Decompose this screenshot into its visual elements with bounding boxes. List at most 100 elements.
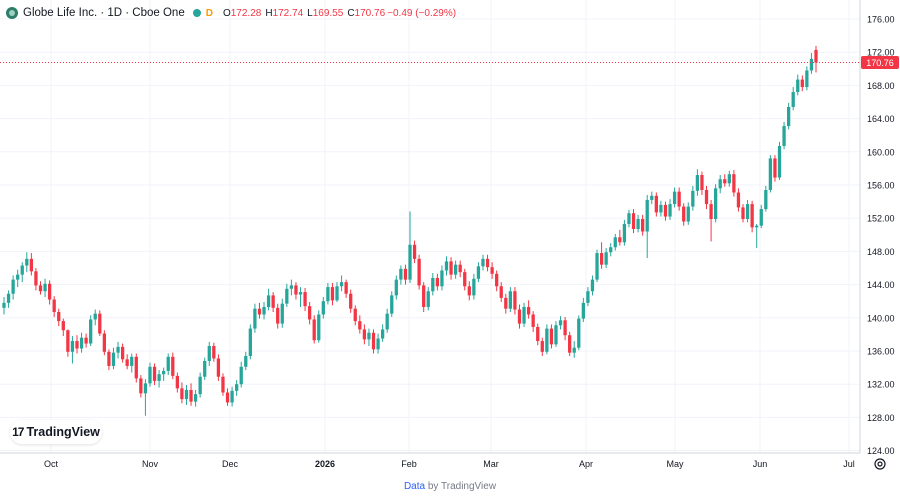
candle-body bbox=[536, 326, 540, 342]
candle-body bbox=[508, 291, 513, 309]
candle-body bbox=[609, 247, 613, 253]
candle-body bbox=[741, 207, 745, 220]
candle-body bbox=[773, 158, 777, 178]
candle-body bbox=[262, 307, 266, 315]
candle-body bbox=[107, 351, 111, 366]
candle-body bbox=[796, 79, 800, 93]
candle-body bbox=[526, 307, 531, 315]
candle-body bbox=[531, 314, 535, 327]
candle-body bbox=[326, 287, 330, 302]
low-label: L bbox=[307, 7, 313, 19]
y-tick-label: 144.00 bbox=[867, 280, 895, 290]
candle-body bbox=[257, 308, 262, 315]
candle-body bbox=[814, 49, 818, 63]
candle-body bbox=[216, 358, 221, 377]
candle-body bbox=[686, 206, 690, 222]
x-tick-label: May bbox=[666, 459, 684, 469]
candle-body bbox=[75, 341, 79, 349]
y-tick-label: 132.00 bbox=[867, 380, 895, 390]
candle-body bbox=[682, 206, 686, 222]
change-value: −0.49 (−0.29%) bbox=[387, 7, 457, 19]
tradingview-logo-text: TradingView bbox=[26, 425, 100, 439]
candle-body bbox=[394, 279, 398, 296]
candle-body bbox=[34, 271, 38, 286]
candle-body bbox=[385, 313, 389, 330]
candle-body bbox=[695, 175, 700, 191]
candle-body bbox=[230, 390, 234, 403]
close-label: C bbox=[347, 7, 355, 19]
candle-body bbox=[203, 360, 207, 377]
candle-body bbox=[307, 306, 312, 320]
candle-body bbox=[212, 346, 216, 359]
candle-body bbox=[540, 341, 544, 352]
candle-body bbox=[98, 313, 102, 334]
data-link[interactable]: Data bbox=[403, 481, 426, 492]
attribution-text: by TradingView bbox=[425, 481, 497, 492]
candle-body bbox=[52, 299, 56, 312]
candle-body bbox=[613, 237, 617, 248]
candle-body bbox=[476, 266, 481, 279]
candle-body bbox=[631, 213, 636, 229]
candle-body bbox=[61, 321, 65, 331]
candle-body bbox=[207, 346, 211, 361]
x-tick-label: Jun bbox=[753, 459, 768, 469]
candle-body bbox=[162, 370, 166, 375]
candle-body bbox=[116, 346, 120, 353]
y-tick-label: 140.00 bbox=[867, 313, 895, 323]
candle-body bbox=[11, 279, 15, 294]
candle-body bbox=[339, 282, 344, 287]
candle-body bbox=[453, 264, 458, 275]
candle-body bbox=[184, 390, 189, 400]
candle-body bbox=[732, 174, 736, 193]
candle-body bbox=[47, 283, 52, 300]
candle-body bbox=[745, 204, 750, 220]
candle-body bbox=[380, 329, 385, 339]
candle-body bbox=[786, 106, 791, 127]
candle-body bbox=[504, 297, 508, 309]
candle-body bbox=[718, 179, 722, 189]
candle-body bbox=[166, 356, 170, 371]
tradingview-logo[interactable]: 17 TradingView bbox=[10, 420, 102, 444]
candle-body bbox=[276, 307, 280, 324]
y-tick-label: 152.00 bbox=[867, 214, 895, 224]
candle-body bbox=[723, 179, 727, 184]
candle-body bbox=[800, 79, 804, 88]
candle-body bbox=[764, 189, 768, 210]
open-value: 172.28 bbox=[230, 7, 262, 19]
candle-body bbox=[180, 388, 184, 400]
candle-body bbox=[20, 265, 24, 275]
settings-icon[interactable] bbox=[873, 457, 887, 471]
candle-body bbox=[353, 308, 357, 322]
candle-body bbox=[782, 126, 786, 146]
candle-body bbox=[554, 325, 558, 345]
candle-body bbox=[495, 273, 499, 287]
delayed-badge[interactable]: D bbox=[205, 7, 213, 19]
candle-body bbox=[244, 355, 248, 367]
low-value: 169.55 bbox=[312, 7, 344, 19]
candle-body bbox=[225, 392, 230, 403]
candle-body bbox=[467, 286, 471, 296]
candle-body bbox=[134, 356, 138, 379]
candle-body bbox=[490, 267, 494, 274]
candle-body bbox=[57, 311, 61, 322]
candle-body bbox=[499, 286, 503, 298]
candle-body bbox=[558, 320, 563, 326]
y-tick-label: 176.00 bbox=[867, 15, 895, 25]
candle-body bbox=[449, 261, 453, 275]
candle-body bbox=[376, 338, 380, 350]
last-price-label-bg bbox=[861, 55, 899, 69]
candle-body bbox=[736, 192, 741, 208]
candle-body bbox=[654, 195, 658, 213]
candle-body bbox=[93, 313, 97, 320]
candle-body bbox=[239, 366, 243, 385]
candle-body bbox=[89, 319, 93, 344]
candle-body bbox=[713, 188, 718, 220]
symbol-title[interactable]: Globe Life Inc. · 1D · Cboe One bbox=[23, 7, 185, 19]
candle-body bbox=[266, 295, 271, 308]
candle-body bbox=[221, 376, 225, 393]
candle-body bbox=[25, 258, 29, 266]
candle-body bbox=[586, 291, 590, 303]
candle-body bbox=[641, 219, 645, 232]
candle-body bbox=[595, 253, 599, 280]
